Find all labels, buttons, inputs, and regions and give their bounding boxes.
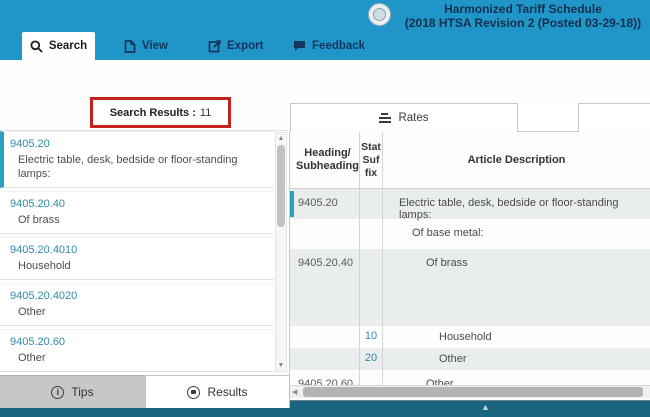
expand-up-icon[interactable]: ▲ — [481, 402, 490, 412]
cell-heading: 9405.20.40 — [290, 249, 360, 326]
tab-view[interactable]: View — [124, 32, 168, 60]
tab-chapters[interactable]: Chapt — [578, 103, 650, 132]
table-row[interactable]: 9405.20 Electric table, desk, bedside or… — [290, 189, 650, 221]
tab-export-label: Export — [227, 40, 264, 52]
list-item[interactable]: 9405.20.4010 Household — [0, 237, 274, 280]
tab-search[interactable]: Search — [22, 32, 95, 60]
table-row[interactable]: 10 Household — [290, 326, 650, 348]
tab-view-label: View — [142, 40, 168, 52]
sort-lines-icon — [379, 113, 392, 123]
cell-stat — [360, 219, 383, 249]
table-row[interactable]: 20 Other — [290, 348, 650, 370]
cell-description: Of base metal: — [412, 227, 484, 239]
scroll-down-icon[interactable]: ▼ — [277, 362, 285, 369]
col-header-stat-suffix: Stat Suf fix — [360, 132, 383, 188]
hts-description: Other — [18, 306, 46, 318]
cell-heading — [290, 348, 360, 370]
col-header-heading: Heading/ Subheading — [290, 132, 360, 188]
hts-code: 9405.20 — [10, 138, 50, 150]
cell-heading — [290, 326, 360, 348]
tab-feedback-label: Feedback — [312, 40, 366, 52]
tab-export[interactable]: Export — [208, 32, 263, 60]
search-results-value: 11 — [199, 106, 212, 119]
search-results-label: Search Results : — [109, 106, 196, 119]
app-header: Harmonized Tariff Schedule (2018 HTSA Re… — [0, 0, 650, 60]
hts-code: 9405.20.60 — [10, 336, 66, 348]
search-results-count: Search Results : 11 — [90, 97, 231, 128]
scrollbar-thumb[interactable] — [277, 145, 285, 227]
scroll-left-icon[interactable]: ◀ — [292, 389, 298, 396]
list-item[interactable]: 9405.20.40 Of brass — [0, 191, 274, 234]
selected-row-indicator — [290, 191, 294, 217]
list-item[interactable]: 9405.20 Electric table, desk, bedside or… — [0, 131, 274, 188]
app-title-line2: (2018 HTSA Revision 2 (Posted 03-29-18)) — [404, 16, 642, 30]
app-title: Harmonized Tariff Schedule (2018 HTSA Re… — [398, 2, 648, 30]
scroll-up-icon[interactable]: ▲ — [277, 135, 285, 142]
cell-description: Other — [426, 378, 454, 385]
search-results-list: 9405.20 Electric table, desk, bedside or… — [0, 130, 288, 375]
table-row[interactable]: Of base metal: — [290, 219, 650, 249]
tab-results-label: Results — [207, 385, 248, 399]
cell-stat — [360, 249, 383, 326]
document-icon — [124, 39, 136, 53]
tab-feedback[interactable]: Feedback — [293, 32, 365, 60]
hts-description: Household — [18, 260, 71, 272]
cell-stat — [360, 370, 383, 385]
list-item[interactable]: 9405.20.60 Other — [0, 329, 274, 372]
cell-stat: 20 — [360, 348, 383, 370]
cell-heading — [290, 219, 360, 249]
hts-code: 9405.20.40 — [10, 198, 66, 210]
table-header-row: Heading/ Subheading Stat Suf fix Article… — [290, 132, 650, 189]
list-vertical-scrollbar[interactable]: ▲ ▼ — [275, 132, 287, 372]
table-horizontal-scrollbar[interactable]: ◀ — [290, 385, 650, 398]
cell-stat: 10 — [360, 326, 383, 348]
col-header-article-description: Article Description — [467, 153, 566, 166]
hts-description: Of brass — [18, 214, 60, 226]
tab-rates[interactable]: Rates — [290, 103, 518, 132]
info-icon: i — [51, 385, 65, 399]
hts-code: 9405.20.4020 — [10, 290, 78, 302]
right-panel-tabbar: Rates Chapt — [289, 103, 650, 132]
table-row[interactable]: 9405.20.60 Other — [290, 370, 650, 385]
search-icon — [30, 40, 43, 53]
cell-heading: 9405.20.60 — [290, 370, 360, 385]
cell-description: Electric table, desk, bedside or floor-s… — [399, 197, 619, 221]
cell-heading: 9405.20 — [290, 189, 360, 219]
list-item[interactable]: 9405.20.4020 Other — [0, 283, 274, 326]
tab-tips-label: Tips — [71, 385, 94, 399]
cell-description: Other — [439, 353, 467, 365]
tab-results[interactable]: Results — [145, 375, 290, 408]
cell-description: Household — [439, 331, 492, 343]
hts-description: Other — [18, 352, 46, 364]
cell-stat — [360, 189, 383, 219]
tab-rates-label: Rates — [398, 112, 429, 124]
speech-bubble-icon — [293, 40, 306, 52]
hts-description: Electric table, desk, bedside or floor-s… — [18, 154, 238, 180]
scrollbar-thumb[interactable] — [303, 387, 643, 397]
export-icon — [208, 39, 221, 53]
table-row[interactable]: 9405.20.40 Of brass — [290, 249, 650, 326]
rates-table: Heading/ Subheading Stat Suf fix Article… — [289, 132, 650, 385]
cell-description: Of brass — [426, 257, 468, 269]
tab-tips[interactable]: i Tips — [0, 375, 145, 408]
tab-search-label: Search — [48, 40, 88, 52]
results-target-icon — [187, 385, 201, 399]
hts-code: 9405.20.4010 — [10, 244, 78, 256]
usitc-seal-logo — [368, 3, 391, 26]
app-title-line1: Harmonized Tariff Schedule — [444, 2, 602, 16]
